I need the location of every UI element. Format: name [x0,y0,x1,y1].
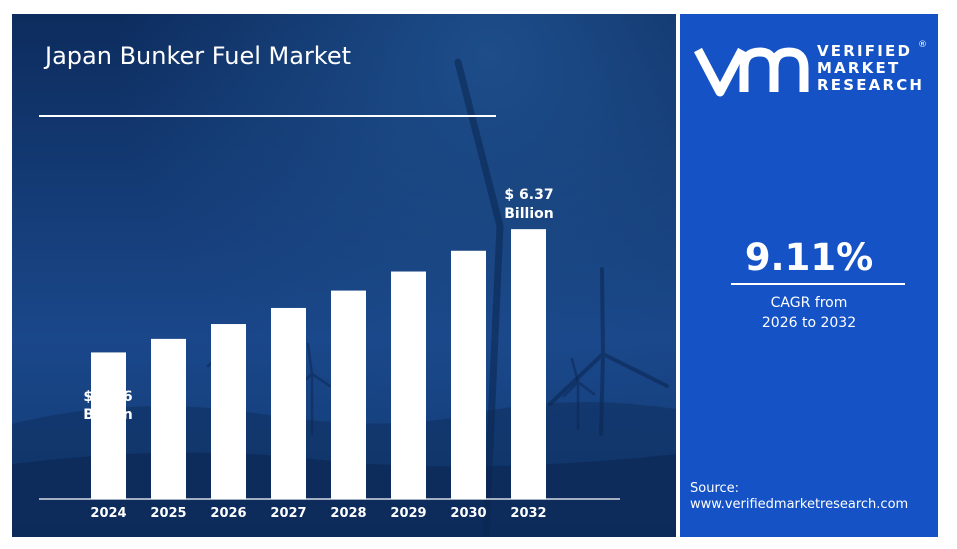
x-tick-label-2027: 2027 [270,506,306,521]
brand-line-market: MARKET [817,59,901,77]
x-tick-label-2024: 2024 [90,506,126,521]
x-tick-label-2029: 2029 [390,506,426,521]
chart-title: Japan Bunker Fuel Market [45,42,352,70]
cagr-value: 9.11% [744,236,874,279]
brand-line-research: RESEARCH [817,76,925,94]
first-bar-unit-label: Billion [83,407,132,423]
cagr-divider [731,283,905,285]
bar-2030 [451,250,486,499]
source-url: www.verifiedmarketresearch.com [690,497,909,512]
bar-chart: 2024 2025 2026 2027 2028 2029 2030 2032 $ 3.46 … [39,187,620,521]
summary-panel: VERIFIED MARKET RESEARCH ® 9.11% CAGR fr… [680,14,938,537]
bar-2032 [511,229,546,499]
x-tick-label-2026: 2026 [210,506,246,521]
chart-panel: Japan Bunker Fuel Market 2024 2025 2026 202… [12,14,676,537]
brand-line-verified: VERIFIED [817,42,913,60]
cagr-label-line1: CAGR from [770,295,848,311]
last-bar-value-label: $ 6.37 [504,187,553,203]
cagr-label-line2: 2026 to 2032 [761,315,857,331]
registered-mark: ® [918,40,927,50]
source-label: Source: [690,481,740,496]
bar-2028 [331,290,366,499]
title-divider [39,115,496,117]
bar-2026 [211,324,246,499]
bar-2029 [391,271,426,499]
vmr-logo-icon [694,47,809,97]
bar-2024 [91,352,126,499]
x-tick-label-2028: 2028 [330,506,366,521]
first-bar-value-label: $ 3.46 [83,389,132,405]
bar-2025 [151,338,186,499]
last-bar-unit-label: Billion [504,206,553,222]
x-tick-label-2030: 2030 [450,506,486,521]
x-tick-label-2025: 2025 [150,506,186,521]
x-tick-label-2032: 2032 [510,506,546,521]
bar-2027 [271,307,306,499]
